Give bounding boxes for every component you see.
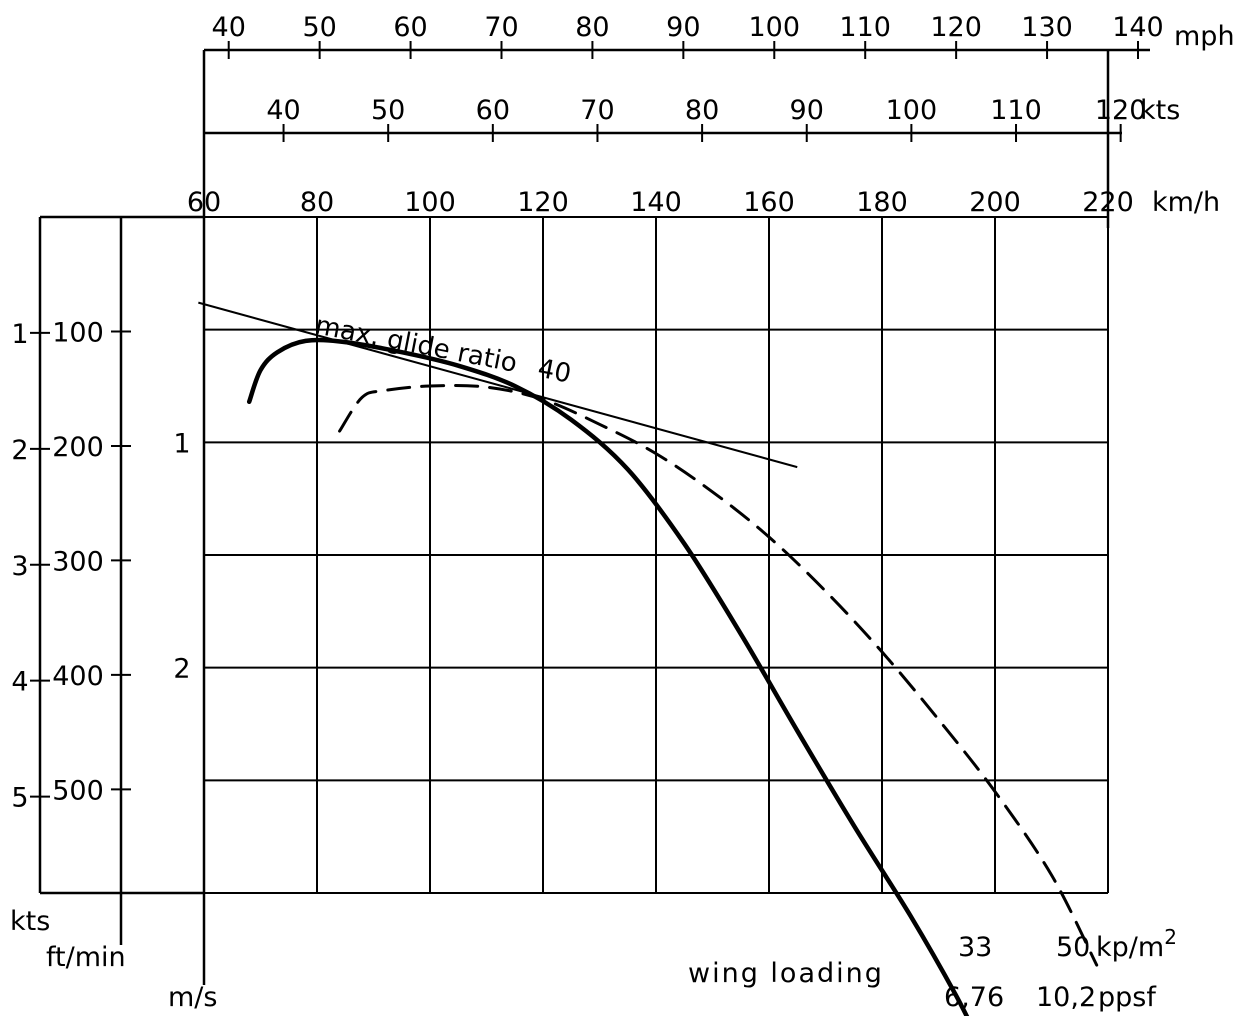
kts-tick-label-100: 100 (886, 95, 938, 126)
ftmin-tick-label-400: 400 (52, 661, 104, 692)
ms-tick-label-2: 2 (173, 654, 190, 685)
left-kts-tick-label-3: 3 (11, 551, 28, 582)
chart-curves (198, 301, 1099, 1016)
kmh-tick-label-60: 60 (187, 187, 221, 218)
glide-ratio-value: 40 (535, 354, 573, 390)
wing-loading-kp-value-1: 33 (958, 932, 992, 963)
chart-axes (30, 41, 1150, 945)
wing-loading-kp-unit: kp/m2 (1096, 925, 1177, 963)
wing-loading-kp-unit-sup: 2 (1164, 925, 1177, 949)
wing-loading-kp-value-2: 50 (1056, 932, 1090, 963)
kmh-tick-label-100: 100 (404, 187, 456, 218)
wing-loading-ppsf-value-2: 10,2 (1036, 982, 1096, 1013)
kmh-tick-label-80: 80 (300, 187, 334, 218)
left-axis-ms-unit: m/s (168, 982, 217, 1013)
kts-tick-label-40: 40 (266, 95, 300, 126)
wing-loading-kp-unit-text: kp/m (1096, 932, 1164, 963)
glide-ratio-label: max. glide ratio 40 (313, 310, 574, 389)
mph-tick-label-70: 70 (484, 12, 518, 43)
kts-unit-label: kts (1140, 95, 1180, 126)
wing-loading-ppsf-value-1: 6,76 (944, 982, 1004, 1013)
left-kts-tick-label-2: 2 (11, 435, 28, 466)
mph-tick-label-140: 140 (1112, 12, 1164, 43)
mph-tick-label-40: 40 (212, 12, 246, 43)
kmh-tick-label-200: 200 (969, 187, 1021, 218)
left-kts-tick-label-5: 5 (11, 783, 28, 814)
kts-tick-label-60: 60 (476, 95, 510, 126)
kts-tick-label-110: 110 (990, 95, 1042, 126)
kts-tick-label-80: 80 (685, 95, 719, 126)
kts-tick-label-70: 70 (580, 95, 614, 126)
ms-tick-label-1: 1 (173, 428, 190, 459)
ftmin-tick-label-200: 200 (52, 432, 104, 463)
polar-curve-solid (246, 337, 970, 1016)
ftmin-tick-label-500: 500 (52, 775, 104, 806)
mph-tick-label-90: 90 (666, 12, 700, 43)
kmh-tick-label-160: 160 (743, 187, 795, 218)
mph-tick-label-120: 120 (930, 12, 982, 43)
wing-loading-label: wing loading (688, 958, 884, 989)
mph-tick-label-50: 50 (302, 12, 336, 43)
mph-tick-label-130: 130 (1021, 12, 1073, 43)
kmh-tick-label-220: 220 (1082, 187, 1134, 218)
kmh-tick-label-140: 140 (630, 187, 682, 218)
glide-ratio-label-text: max. glide ratio (313, 310, 520, 379)
left-kts-tick-label-4: 4 (11, 667, 28, 698)
ftmin-tick-label-100: 100 (52, 317, 104, 348)
glide-ratio-line (198, 301, 798, 469)
chart-grid (202, 50, 1110, 985)
wing-loading-ppsf-unit: ppsf (1098, 982, 1157, 1013)
kmh-unit-label: km/h (1152, 187, 1220, 218)
mph-tick-label-100: 100 (749, 12, 801, 43)
chart-text-labels: 60 80 100 120 140 160 180 200 220 km/h40 50 60 70 80 9… (11, 12, 1234, 814)
mph-unit-label: mph (1174, 21, 1235, 52)
mph-tick-label-110: 110 (839, 12, 891, 43)
polar-curve-dashed (338, 384, 1099, 967)
left-kts-tick-label-1: 1 (11, 319, 28, 350)
kts-tick-label-90: 90 (790, 95, 824, 126)
mph-tick-label-60: 60 (393, 12, 427, 43)
ftmin-tick-label-300: 300 (52, 546, 104, 577)
left-axis-ftmin-unit: ft/min (46, 942, 126, 973)
kmh-tick-label-180: 180 (856, 187, 908, 218)
left-axis-kts-unit: kts (10, 906, 50, 937)
kmh-tick-label-120: 120 (517, 187, 569, 218)
mph-tick-label-80: 80 (575, 12, 609, 43)
kts-tick-label-120: 120 (1095, 95, 1147, 126)
kts-tick-label-50: 50 (371, 95, 405, 126)
